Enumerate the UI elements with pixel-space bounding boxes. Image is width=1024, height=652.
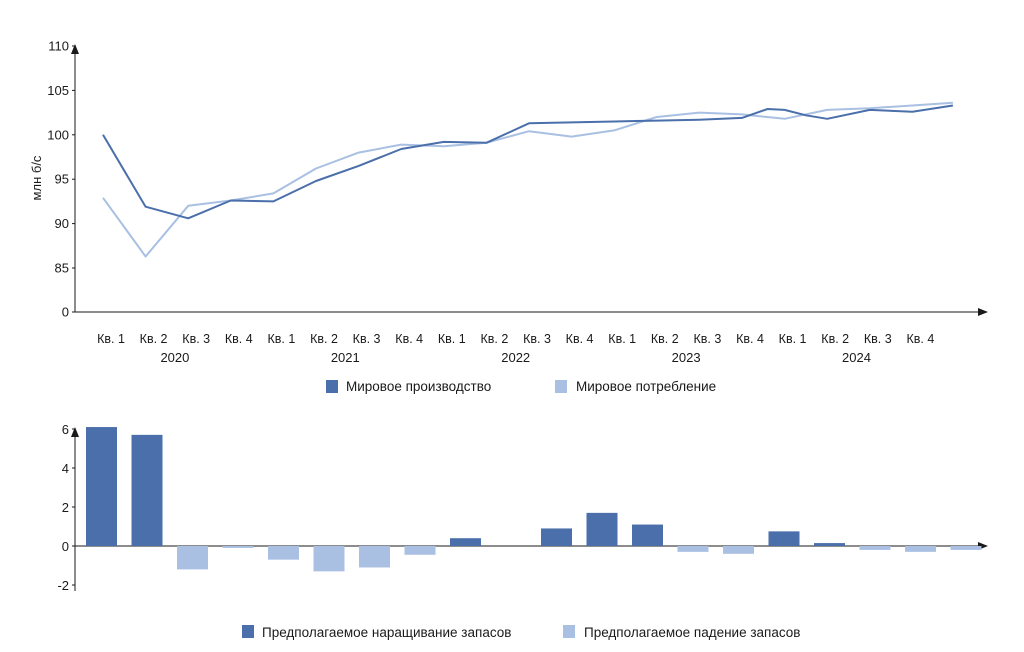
x-category-label: Кв. 3 bbox=[693, 332, 721, 346]
bar-stock-draw bbox=[404, 546, 436, 555]
x-category-label: Кв. 2 bbox=[310, 332, 338, 346]
bar-y-tick-label: 4 bbox=[62, 461, 69, 476]
x-year-label: 2020 bbox=[160, 350, 189, 365]
bar-stock-draw bbox=[905, 546, 936, 552]
y-tick-label: 110 bbox=[48, 39, 69, 54]
x-category-label: Кв. 3 bbox=[523, 332, 551, 346]
bar-stock-draw bbox=[177, 546, 208, 570]
bar-stock-build bbox=[586, 512, 618, 546]
legend-label-stock-draw: Предполагаемое падение запасов bbox=[584, 625, 800, 640]
bar-stock-build bbox=[768, 531, 800, 546]
y-tick-label: 85 bbox=[55, 261, 69, 276]
y-axis-label: млн б/с bbox=[29, 155, 44, 200]
x-category-labels: Кв. 1 Кв. 2 Кв. 3 Кв. 4 Кв. 1 Кв. 2 Кв. 3 Кв. 4… bbox=[97, 332, 934, 346]
x-year-labels: 2020 2021 2022 2023 2024 bbox=[160, 350, 871, 365]
x-category-label: Кв. 4 bbox=[906, 332, 934, 346]
bar-y-tick-labels: -2 0 2 4 6 bbox=[57, 422, 75, 593]
legend-swatch-production bbox=[326, 380, 338, 393]
y-axis-arrow bbox=[71, 44, 79, 54]
x-category-label: Кв. 3 bbox=[864, 332, 892, 346]
line-series-group bbox=[102, 101, 954, 258]
x-category-label: Кв. 1 bbox=[779, 332, 807, 346]
x-category-label: Кв. 3 bbox=[353, 332, 381, 346]
y-tick-labels: 0 85 90 95 100 105 110 bbox=[47, 39, 75, 320]
legend-label-consumption: Мировое потребление bbox=[576, 379, 716, 394]
bar-stock-draw bbox=[313, 546, 345, 572]
x-year-label: 2022 bbox=[501, 350, 530, 365]
y-tick-label: 0 bbox=[62, 305, 69, 320]
x-category-label: Кв. 1 bbox=[97, 332, 125, 346]
y-tick-label: 95 bbox=[55, 172, 69, 187]
x-category-label: Кв. 1 bbox=[438, 332, 466, 346]
x-category-label: Кв. 4 bbox=[395, 332, 423, 346]
legend-swatch-stock-draw bbox=[563, 625, 575, 638]
x-category-label: Кв. 1 bbox=[267, 332, 295, 346]
bar-stock-draw bbox=[859, 546, 891, 550]
bar-stock-draw bbox=[950, 546, 982, 550]
x-category-label: Кв. 4 bbox=[736, 332, 764, 346]
x-category-label: Кв. 1 bbox=[608, 332, 636, 346]
x-year-label: 2023 bbox=[672, 350, 701, 365]
line-chart-legend: Мировое производство Мировое потребление bbox=[326, 379, 716, 394]
x-category-label: Кв. 2 bbox=[480, 332, 508, 346]
legend-label-production: Мировое производство bbox=[346, 379, 491, 394]
bar-chart-axes bbox=[71, 427, 988, 591]
bar-stock-build bbox=[450, 538, 481, 546]
x-category-label: Кв. 2 bbox=[140, 332, 168, 346]
series-line-production bbox=[102, 104, 954, 220]
y-tick-label: 100 bbox=[47, 127, 69, 142]
legend-label-stock-build: Предполагаемое наращивание запасов bbox=[262, 625, 511, 640]
bar-series-group bbox=[86, 427, 982, 572]
bar-stock-build bbox=[86, 427, 117, 546]
x-category-label: Кв. 4 bbox=[225, 332, 253, 346]
bar-stock-draw bbox=[723, 546, 754, 554]
legend-swatch-stock-build bbox=[242, 625, 254, 638]
x-year-label: 2021 bbox=[331, 350, 360, 365]
bar-stock-build bbox=[814, 543, 845, 546]
bar-stock-draw bbox=[677, 546, 709, 552]
line-chart: млн б/с 0 85 90 95 100 105 110 Кв. 1 Кв. 2 Кв. 3… bbox=[29, 39, 988, 394]
bar-stock-draw bbox=[222, 546, 254, 548]
x-year-label: 2024 bbox=[842, 350, 871, 365]
x-category-label: Кв. 2 bbox=[651, 332, 679, 346]
x-axis-arrow bbox=[978, 308, 988, 316]
x-category-label: Кв. 4 bbox=[566, 332, 594, 346]
bar-y-tick-label: 2 bbox=[62, 500, 69, 515]
bar-y-tick-label: 0 bbox=[62, 539, 69, 554]
line-chart-axes bbox=[71, 44, 988, 316]
x-category-label: Кв. 3 bbox=[182, 332, 210, 346]
bar-y-tick-label: -2 bbox=[57, 578, 69, 593]
bar-y-tick-label: 6 bbox=[62, 422, 69, 437]
bar-chart: -2 0 2 4 6 Предполагаемое наращивание запасо… bbox=[57, 422, 988, 640]
bar-chart-legend: Предполагаемое наращивание запасов Предп… bbox=[242, 625, 800, 640]
bar-y-axis-arrow bbox=[71, 427, 79, 437]
series-line-consumption bbox=[102, 101, 953, 258]
bar-stock-draw bbox=[359, 546, 390, 568]
bar-stock-build bbox=[131, 434, 163, 546]
x-category-label: Кв. 2 bbox=[821, 332, 849, 346]
bar-stock-build bbox=[541, 528, 572, 546]
y-tick-label: 105 bbox=[47, 83, 69, 98]
y-tick-label: 90 bbox=[55, 216, 69, 231]
bar-stock-draw bbox=[268, 546, 299, 560]
legend-swatch-consumption bbox=[555, 380, 567, 393]
bar-stock-build bbox=[632, 524, 663, 546]
